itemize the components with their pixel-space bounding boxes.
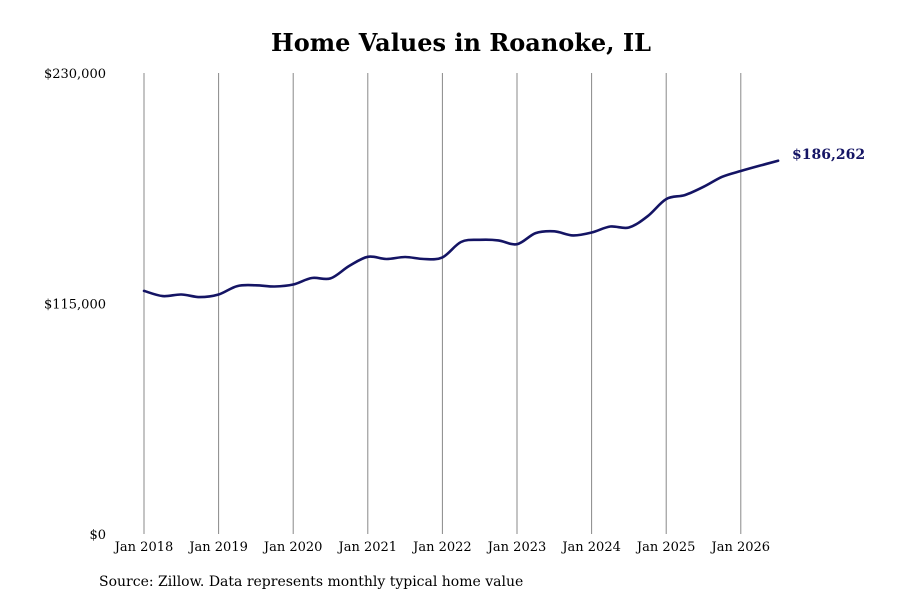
x-tick-label: Jan 2024 — [560, 540, 621, 555]
y-tick-label: $0 — [89, 528, 106, 543]
y-axis-tick-labels: $0 $115,000 $230,000 — [44, 67, 106, 543]
vertical-gridlines — [143, 73, 742, 534]
latest-value-label: $186,262 — [792, 147, 865, 163]
home-value-line — [142, 159, 780, 299]
x-tick-label: Jan 2022 — [411, 540, 472, 555]
x-tick-label: Jan 2025 — [635, 540, 696, 555]
y-tick-label: $115,000 — [44, 298, 106, 313]
chart-source-note: Source: Zillow. Data represents monthly … — [99, 574, 523, 590]
x-tick-label: Jan 2021 — [337, 540, 398, 555]
x-axis-tick-labels: Jan 2018 Jan 2019 Jan 2020 Jan 2021 Jan 2022… — [113, 540, 770, 555]
x-tick-label: Jan 2026 — [710, 540, 771, 555]
x-tick-label: Jan 2020 — [262, 540, 323, 555]
x-tick-label: Jan 2023 — [486, 540, 547, 555]
chart-title: Home Values in Roanoke, IL — [271, 28, 651, 57]
x-tick-label: Jan 2019 — [187, 540, 248, 555]
y-tick-label: $230,000 — [44, 67, 106, 82]
x-tick-label: Jan 2018 — [113, 540, 174, 555]
